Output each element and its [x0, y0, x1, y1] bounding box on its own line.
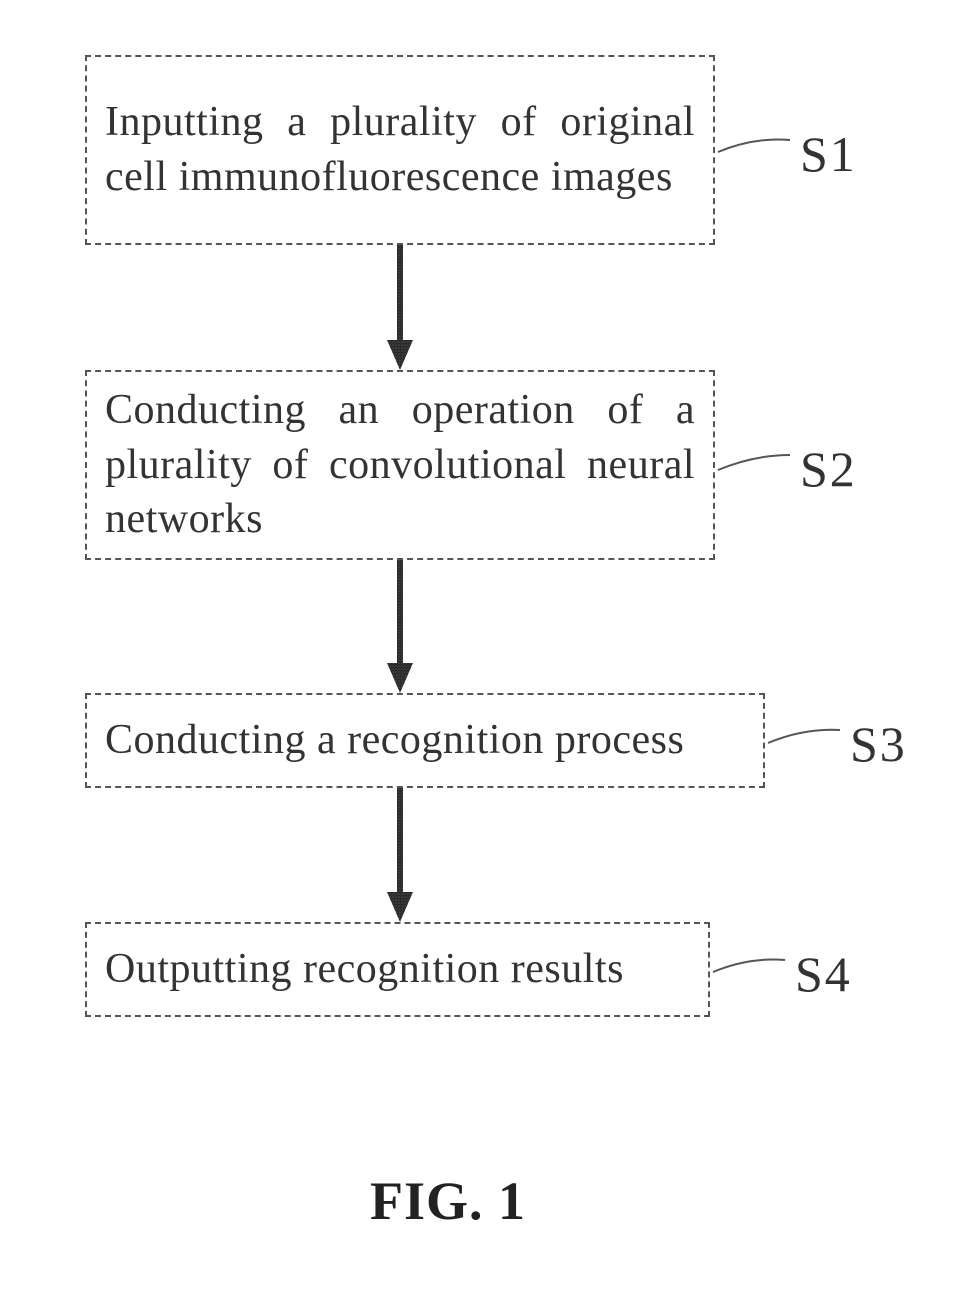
node-text: Conducting an operation of a plurality o… — [87, 369, 713, 561]
node-label: S2 — [800, 440, 857, 498]
flowchart-node-s3: Conducting a recognition process — [85, 693, 765, 788]
node-text: Inputting a plurality of original cell i… — [87, 81, 713, 218]
figure-caption: FIG. 1 — [370, 1170, 526, 1232]
flowchart-canvas: Inputting a plurality of original cell i… — [0, 0, 978, 1301]
node-label: S1 — [800, 125, 857, 183]
flowchart-node-s2: Conducting an operation of a plurality o… — [85, 370, 715, 560]
flowchart-arrow — [380, 245, 420, 370]
flowchart-arrow — [380, 560, 420, 693]
flowchart-node-s1: Inputting a plurality of original cell i… — [85, 55, 715, 245]
node-text: Outputting recognition results — [87, 928, 708, 1011]
flowchart-node-s4: Outputting recognition results — [85, 922, 710, 1017]
leader-line-s2 — [713, 435, 795, 490]
leader-line-s3 — [763, 710, 845, 763]
node-text: Conducting a recognition process — [87, 699, 763, 782]
node-label: S3 — [850, 715, 907, 773]
leader-line-s4 — [708, 940, 790, 992]
leader-line-s1 — [713, 120, 795, 172]
flowchart-arrow — [380, 788, 420, 922]
node-label: S4 — [795, 945, 852, 1003]
